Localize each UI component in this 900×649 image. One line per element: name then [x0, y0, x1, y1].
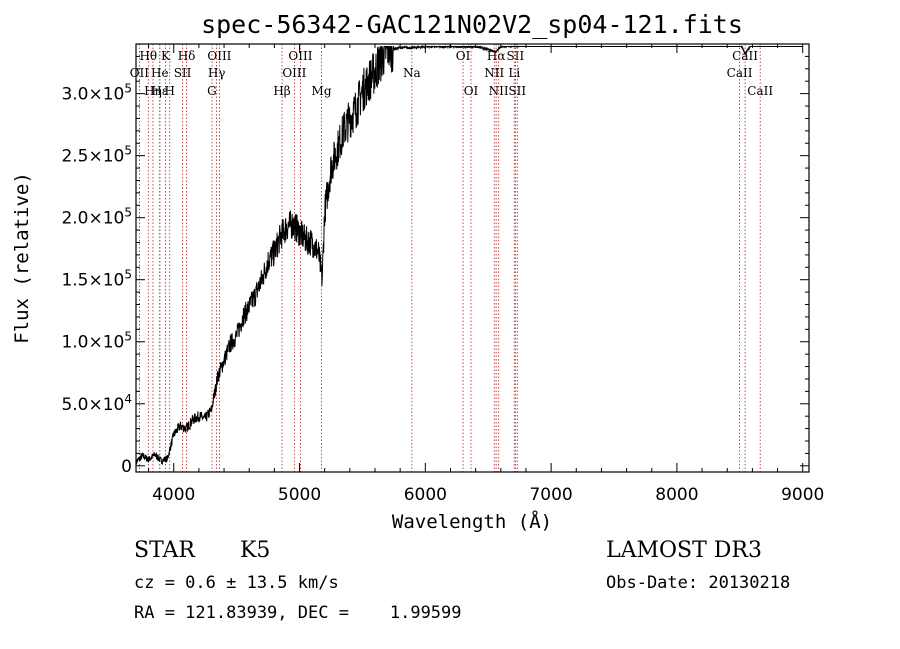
observation-date: Obs-Date: 20130218	[606, 573, 791, 593]
line-marker-label: Na	[403, 66, 421, 80]
line-marker-label: CaII	[732, 49, 758, 63]
line-marker-label: Hβ	[273, 84, 290, 98]
line-marker-label: NII	[489, 84, 509, 98]
y-tick-label: 0	[121, 457, 132, 477]
y-tick-label: 1.0×105	[61, 330, 132, 353]
line-marker-label: G	[207, 84, 217, 98]
line-marker-label: OIII	[207, 49, 231, 63]
x-tick-label: 9000	[781, 485, 824, 505]
coordinates-info: RA = 121.83939, DEC = 1.99599	[134, 603, 462, 623]
y-axis-label: Flux (relative)	[11, 172, 33, 344]
x-tick-label: 7000	[529, 485, 572, 505]
line-marker-label: OIII	[288, 49, 312, 63]
line-marker-label: Hη	[144, 84, 162, 98]
y-axis: 0 5.0×104 1.0×105 1.5×105 2.0×105 2.5×105 3.0×…	[61, 55, 809, 477]
x-axis-label: Wavelength (Å)	[392, 510, 552, 533]
line-marker-label: SII	[174, 66, 192, 80]
line-marker-label: OIII	[282, 66, 306, 80]
y-tick-label: 5.0×104	[61, 392, 132, 415]
x-axis: 4000 5000 6000 7000 8000 9000	[148, 44, 824, 505]
line-marker-label: CaII	[747, 84, 773, 98]
line-marker-label: Hθ	[139, 49, 157, 63]
y-tick-label: 2.0×105	[61, 206, 132, 229]
plot-frame	[135, 43, 810, 473]
object-subclass: K5	[240, 538, 271, 563]
line-marker-label: Hδ	[178, 49, 196, 63]
line-marker-label: NII	[484, 66, 504, 80]
y-tick-label: 1.5×105	[61, 268, 132, 291]
line-marker-label: K	[161, 49, 171, 63]
line-marker-label: He	[151, 66, 169, 80]
spectrum-line	[135, 44, 803, 466]
redshift-info: cz = 0.6 ± 13.5 km/s	[134, 573, 339, 593]
y-tick-label: 3.0×105	[61, 82, 132, 105]
x-tick-label: 8000	[655, 485, 698, 505]
line-marker-label: Mg	[312, 84, 332, 98]
line-marker-label: OI	[464, 84, 479, 98]
line-marker-label: H	[164, 84, 174, 98]
line-marker-label: OII	[130, 66, 150, 80]
object-class: STAR	[134, 538, 195, 563]
line-marker-label: Li	[508, 66, 520, 80]
x-tick-label: 6000	[404, 485, 447, 505]
y-tick-label: 2.5×105	[61, 144, 132, 167]
chart-title: spec-56342-GAC121N02V2_sp04-121.fits	[201, 10, 743, 39]
line-marker-label: SII	[508, 84, 526, 98]
line-marker-label: Hγ	[208, 66, 226, 80]
line-marker-label: SII	[507, 49, 525, 63]
line-marker-label: CaII	[727, 66, 753, 80]
line-marker-label: Hα	[487, 49, 506, 63]
survey-name: LAMOST DR3	[606, 538, 762, 563]
line-marker-label: OI	[456, 49, 471, 63]
x-tick-label: 4000	[152, 485, 195, 505]
spectrum-series	[135, 44, 803, 466]
x-tick-label: 5000	[278, 485, 321, 505]
